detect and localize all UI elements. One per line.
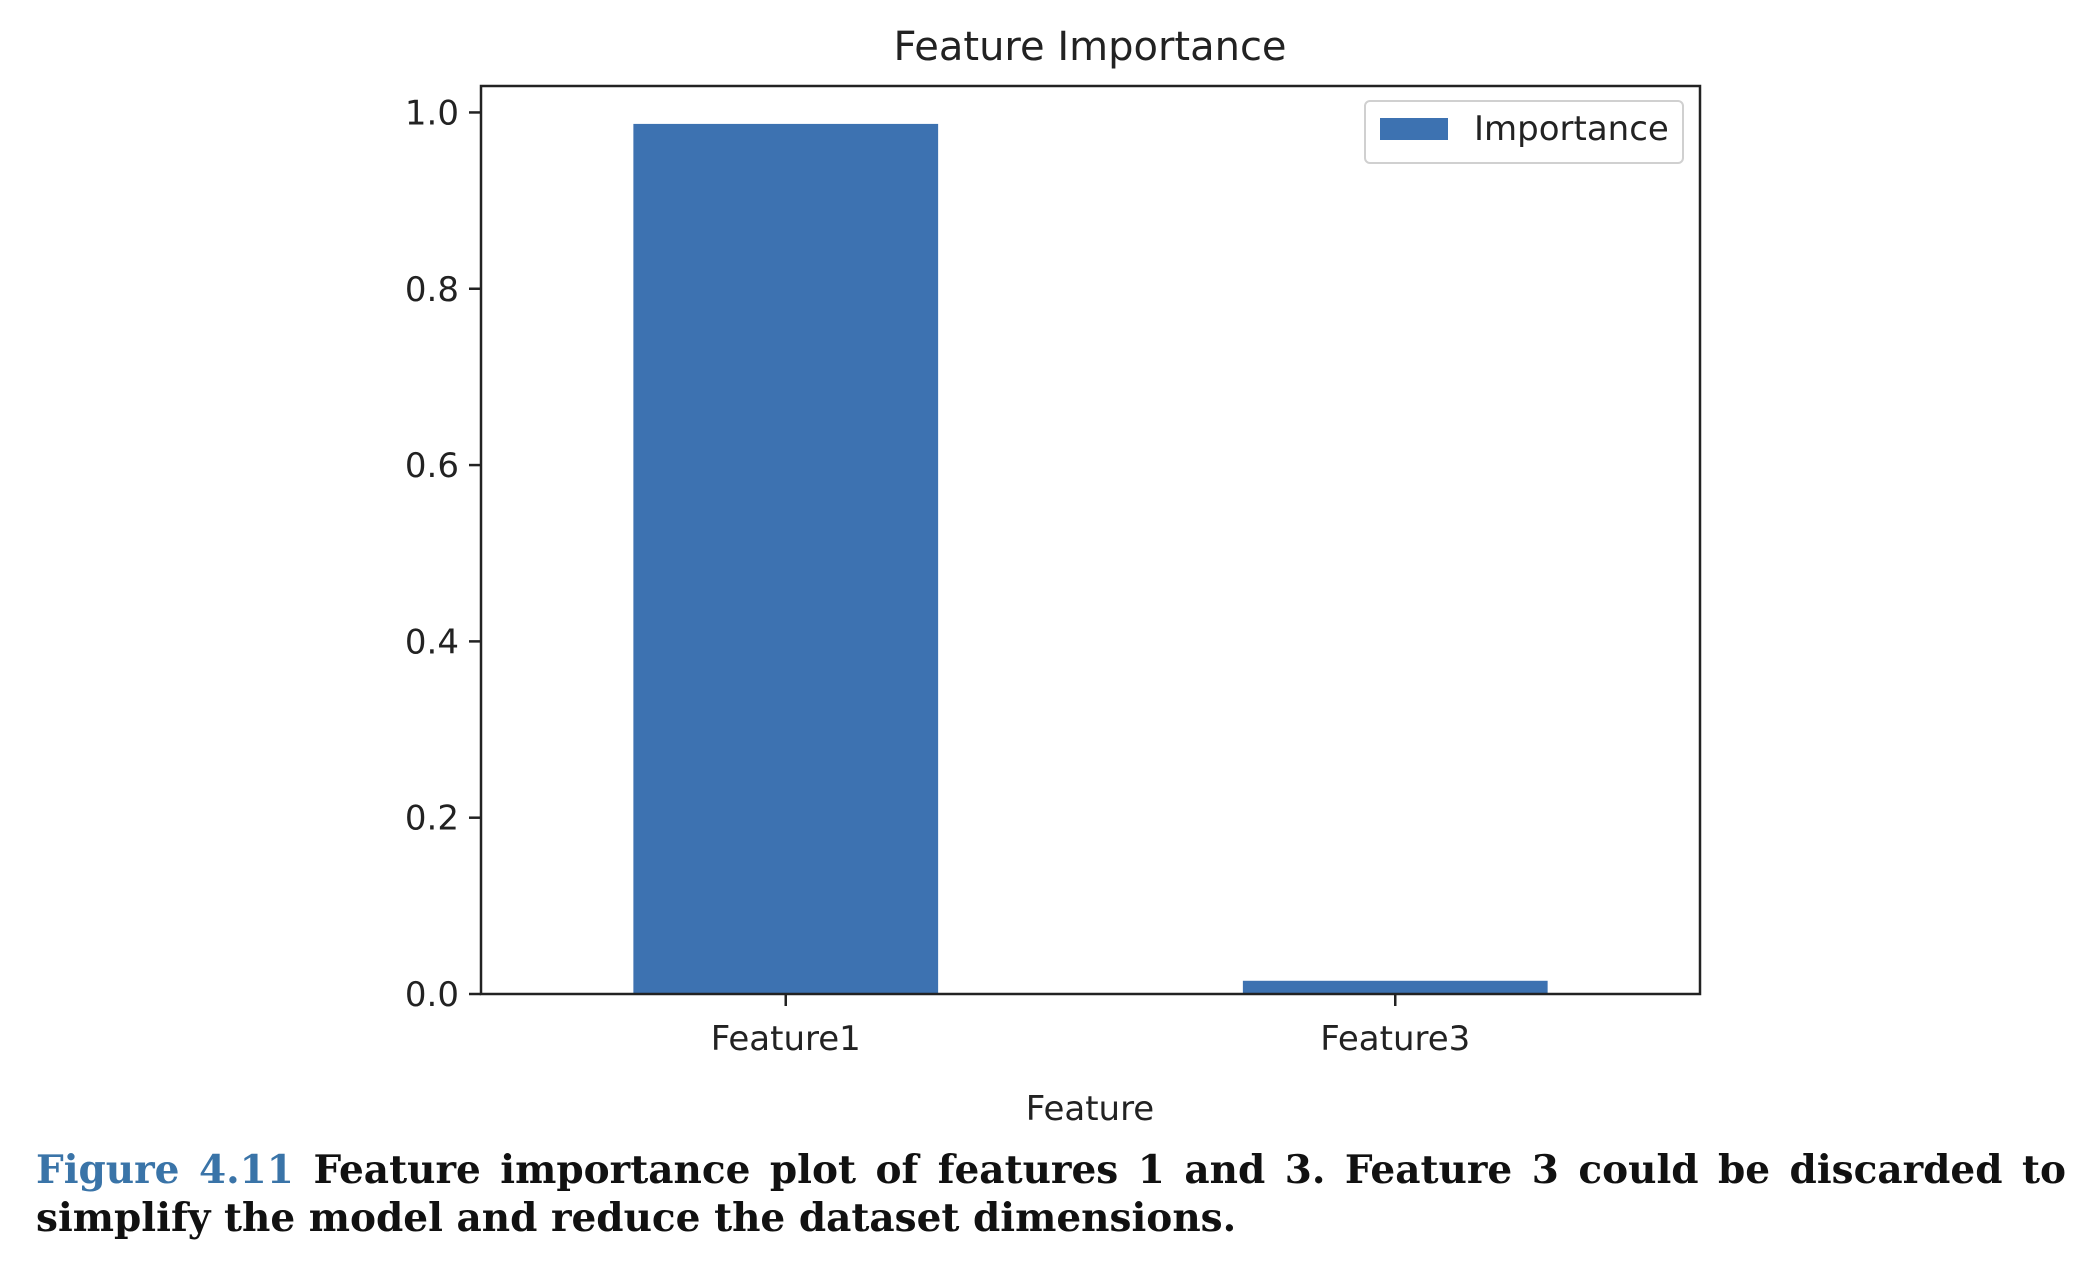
chart-title: Feature Importance — [893, 24, 1286, 70]
figure-caption-text: Feature importance plot of features 1 an… — [36, 1147, 2067, 1241]
legend-swatch — [1380, 118, 1448, 140]
figure-caption: Figure 4.11 Feature importance plot of f… — [36, 1146, 2066, 1242]
y-tick-label-5: 1.0 — [405, 93, 459, 133]
x-axis-label: Feature — [1026, 1089, 1154, 1129]
y-tick-label-3: 0.6 — [405, 446, 459, 486]
plot-frame — [479, 84, 1702, 996]
x-axis: Feature1 Feature3 — [711, 994, 1470, 1059]
figure-label: Figure 4.11 — [36, 1147, 294, 1193]
feature-importance-chart: Feature Importance 0.0 0.2 0.4 0.6 0.8 1.0 Fe… — [405, 24, 1702, 1129]
bar-feature1 — [633, 123, 939, 994]
legend-label-importance: Importance — [1474, 109, 1669, 149]
y-tick-label-2: 0.4 — [405, 622, 459, 662]
legend: Importance — [1364, 100, 1684, 164]
bars-group — [633, 123, 1548, 994]
bar-feature3 — [1242, 980, 1548, 994]
y-axis: 0.0 0.2 0.4 0.6 0.8 1.0 — [405, 93, 481, 1015]
x-tick-label-feature1: Feature1 — [711, 1019, 861, 1059]
y-tick-label-1: 0.2 — [405, 799, 459, 839]
x-tick-label-feature3: Feature3 — [1320, 1019, 1470, 1059]
legend-box — [1364, 100, 1684, 164]
y-tick-label-4: 0.8 — [405, 270, 459, 310]
y-tick-label-0: 0.0 — [405, 975, 459, 1015]
